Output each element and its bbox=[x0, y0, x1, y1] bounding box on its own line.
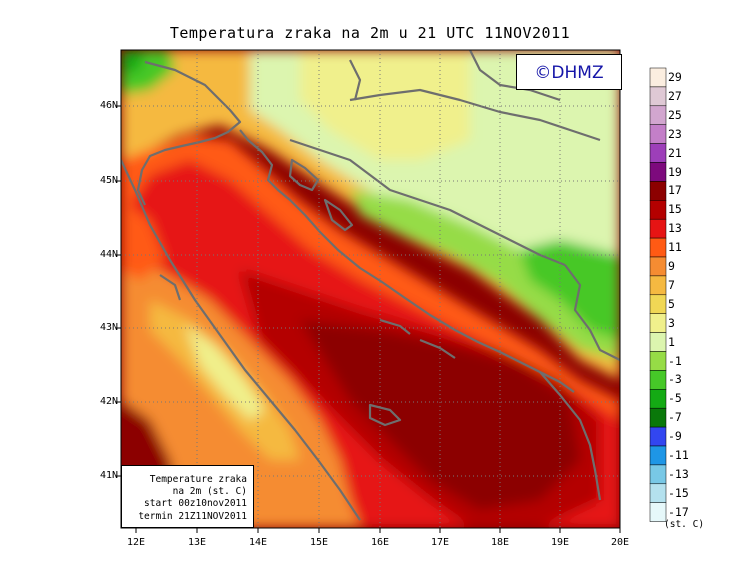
colorbar-units: (st. C) bbox=[664, 519, 705, 530]
colorbar-label: -5 bbox=[668, 391, 682, 406]
colorbar-swatch bbox=[649, 256, 667, 277]
lon-label: 17E bbox=[430, 537, 450, 548]
colorbar-swatch bbox=[649, 218, 667, 239]
temperature-field bbox=[121, 50, 620, 528]
colorbar-label: 29 bbox=[668, 70, 682, 84]
lon-label: 20E bbox=[610, 537, 630, 548]
info-line-1: Temperature zraka bbox=[149, 474, 247, 485]
lon-label: 14E bbox=[248, 537, 268, 548]
colorbar-label: 3 bbox=[668, 315, 675, 330]
colorbar-swatch bbox=[649, 275, 667, 296]
lat-label: 44N bbox=[99, 249, 118, 260]
colorbar-swatch bbox=[649, 181, 667, 201]
colorbar-label: 13 bbox=[668, 221, 682, 236]
colorbar-label: 23 bbox=[668, 126, 682, 141]
dhmz-logo: ©DHMZ bbox=[516, 54, 622, 90]
map-frame bbox=[120, 49, 621, 529]
axis-ticks bbox=[116, 105, 621, 533]
colorbar-swatch bbox=[649, 143, 667, 163]
info-line-3: start 00z10nov2011 bbox=[144, 498, 247, 510]
colorbar-swatch bbox=[649, 162, 667, 182]
colorbar-label: 7 bbox=[668, 277, 675, 292]
info-box: Temperature zraka na 2m (st. C) start 00… bbox=[121, 465, 254, 528]
colorbar-swatch bbox=[649, 483, 667, 503]
colorbar-swatch bbox=[649, 332, 667, 352]
coastlines bbox=[121, 50, 620, 521]
colorbar-label: 19 bbox=[668, 164, 682, 179]
colorbar-swatch bbox=[649, 370, 667, 390]
colorbar-swatch bbox=[649, 237, 667, 258]
colorbar-swatch bbox=[649, 445, 667, 466]
colorbar-label: 5 bbox=[668, 296, 675, 311]
lat-label: 41N bbox=[99, 470, 118, 481]
lat-label: 42N bbox=[99, 396, 118, 407]
colorbar-label: -9 bbox=[668, 429, 682, 444]
colorbar-swatch bbox=[649, 86, 667, 107]
lon-label: 18E bbox=[490, 537, 510, 548]
info-line-4: termin 21Z11NOV2011 bbox=[138, 510, 247, 522]
map-title: Temperatura zraka na 2m u 21 UTC 11NOV20… bbox=[169, 24, 571, 42]
lon-label: 15E bbox=[309, 537, 329, 548]
lat-label: 46N bbox=[99, 100, 118, 111]
colorbar-label: 11 bbox=[668, 240, 682, 255]
colorbar-swatch bbox=[649, 313, 667, 333]
colorbar bbox=[649, 67, 667, 522]
lon-label: 13E bbox=[187, 537, 207, 548]
colorbar-swatch bbox=[649, 464, 667, 485]
colorbar-swatch bbox=[649, 502, 667, 522]
colorbar-swatch bbox=[649, 200, 667, 220]
colorbar-label: 15 bbox=[668, 202, 682, 217]
lon-label: 12E bbox=[126, 537, 146, 548]
colorbar-label: -1 bbox=[668, 353, 682, 368]
lon-label: 16E bbox=[370, 537, 390, 548]
lat-label: 43N bbox=[99, 322, 118, 333]
colorbar-label: 17 bbox=[668, 183, 682, 198]
colorbar-swatch bbox=[649, 105, 667, 125]
colorbar-label: -11 bbox=[668, 448, 689, 462]
colorbar-label: 27 bbox=[668, 88, 682, 103]
colorbar-swatch bbox=[649, 294, 667, 314]
colorbar-label: 21 bbox=[668, 145, 682, 160]
colorbar-swatch bbox=[649, 407, 667, 428]
colorbar-label: -7 bbox=[668, 410, 682, 425]
colorbar-swatch bbox=[649, 67, 667, 88]
colorbar-swatch bbox=[649, 351, 667, 371]
colorbar-swatch bbox=[649, 124, 667, 144]
colorbar-swatch bbox=[649, 389, 667, 409]
colorbar-swatch bbox=[649, 426, 667, 447]
colorbar-label: -3 bbox=[668, 372, 682, 387]
colorbar-label: -13 bbox=[668, 466, 689, 481]
colorbar-label: -17 bbox=[668, 504, 689, 519]
colorbar-label: -15 bbox=[668, 485, 689, 500]
lon-label: 19E bbox=[550, 537, 570, 548]
info-line-2: na 2m (st. C) bbox=[172, 486, 247, 498]
lat-label: 45N bbox=[99, 175, 118, 186]
colorbar-label: 9 bbox=[668, 259, 675, 273]
colorbar-label: 25 bbox=[668, 107, 682, 122]
colorbar-label: 1 bbox=[668, 334, 675, 349]
